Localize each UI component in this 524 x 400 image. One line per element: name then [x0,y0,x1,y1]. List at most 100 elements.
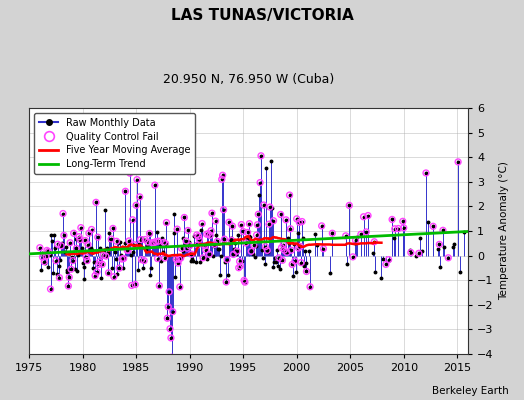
Point [125,238,133,244]
Point [295,219,303,226]
Point [42,253,50,260]
Point [193,242,202,248]
Point [306,284,314,290]
Point [229,251,237,258]
Point [53,241,62,248]
Point [407,249,415,256]
Point [144,239,152,245]
Point [182,238,190,244]
Point [249,242,258,248]
Point [277,244,286,251]
Point [220,206,228,213]
Point [175,256,183,262]
Point [59,210,67,217]
Point [151,238,160,245]
Point [282,217,290,223]
Point [275,255,283,261]
Point [88,226,96,233]
Point [140,258,148,264]
Point [174,260,182,266]
Point [148,240,156,246]
Point [342,233,350,239]
Point [208,210,216,216]
Point [278,257,287,264]
Point [83,257,91,264]
Text: Berkeley Earth: Berkeley Earth [432,386,508,396]
Point [43,247,51,254]
Point [161,240,170,247]
Point [207,228,215,234]
Point [287,247,296,254]
Point [154,255,162,262]
Point [46,286,54,292]
Point [124,247,133,254]
Point [102,253,110,259]
Point [362,229,370,235]
Point [296,243,304,250]
Point [220,236,228,242]
Title: 20.950 N, 76.950 W (Cuba): 20.950 N, 76.950 W (Cuba) [163,73,334,86]
Point [194,233,203,240]
Point [198,220,206,227]
Point [222,279,231,285]
Point [127,282,136,289]
Point [352,237,360,244]
Point [145,230,154,237]
Point [76,236,84,243]
Point [85,230,93,236]
Point [82,254,91,260]
Point [154,238,162,244]
Point [132,202,140,208]
Point [364,212,372,219]
Point [165,289,173,295]
Point [384,256,392,263]
Point [167,335,175,341]
Point [204,231,213,237]
Legend: Raw Monthly Data, Quality Control Fail, Five Year Moving Average, Long-Term Tren: Raw Monthly Data, Quality Control Fail, … [34,113,195,174]
Point [370,238,378,245]
Point [253,222,261,228]
Point [206,232,214,239]
Point [211,241,219,248]
Point [388,216,396,223]
Point [213,238,222,244]
Point [294,245,303,251]
Point [202,247,210,253]
Point [444,254,453,261]
Point [77,224,85,231]
Point [265,221,273,227]
Point [225,219,233,226]
Point [98,261,106,268]
Point [118,256,126,262]
Point [164,304,172,310]
Point [184,227,192,234]
Point [173,226,181,232]
Point [110,274,118,280]
Point [36,244,44,251]
Point [172,256,180,262]
Point [429,223,438,230]
Point [160,255,169,261]
Point [277,211,285,218]
Point [126,170,134,176]
Point [91,272,100,279]
Point [257,153,265,159]
Point [136,194,144,200]
Point [269,218,278,224]
Point [64,283,72,289]
Point [162,219,171,226]
Point [292,216,301,222]
Point [57,242,66,249]
Point [245,220,254,227]
Point [261,244,270,250]
Point [399,218,407,224]
Point [178,245,186,252]
Point [163,315,171,322]
Point [318,223,326,229]
Point [155,282,163,289]
Point [70,230,78,236]
Point [279,241,288,248]
Point [235,264,243,271]
Point [65,274,73,280]
Point [359,214,368,220]
